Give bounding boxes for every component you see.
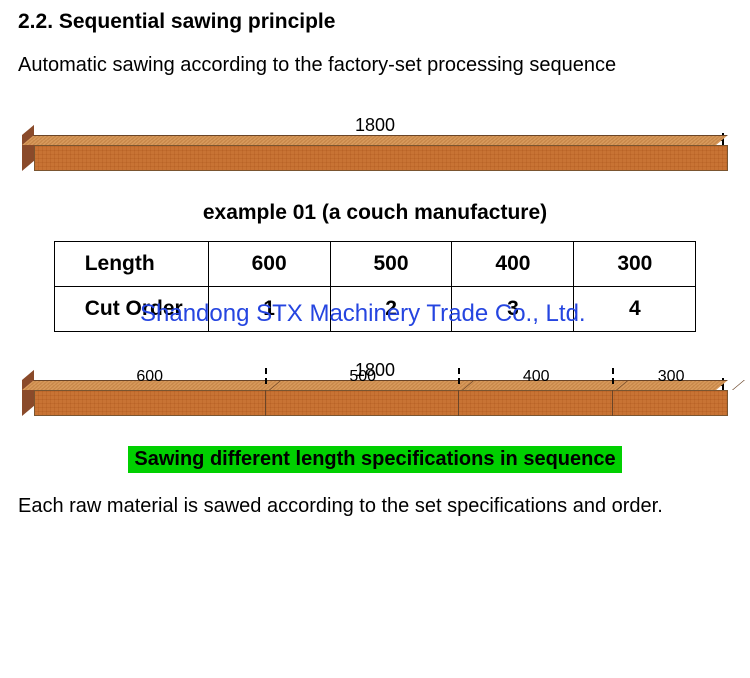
length-cell: 500 — [330, 242, 452, 287]
length-cell: 600 — [208, 242, 330, 287]
length-cell: 300 — [574, 242, 696, 287]
highlight-bar: Sawing different length specifications i… — [128, 446, 621, 473]
board-full — [22, 145, 728, 171]
dimension-full-label: 1800 — [355, 115, 395, 136]
section-title: 2.2. Sequential sawing principle — [18, 10, 732, 34]
intro-text: Automatic sawing according to the factor… — [18, 54, 732, 77]
board-segmented: 600500400300 — [22, 390, 728, 416]
example-caption: example 01 (a couch manufacture) — [18, 201, 732, 225]
order-cell: 4 — [574, 287, 696, 332]
length-header: Length — [54, 242, 208, 287]
segment-label: 600 — [34, 368, 265, 386]
outro-text: Each raw material is sawed according to … — [18, 495, 732, 518]
segment-label: 500 — [267, 368, 458, 386]
length-cell: 400 — [452, 242, 574, 287]
segment-label: 300 — [614, 368, 728, 386]
table-row: Length 600 500 400 300 — [54, 242, 696, 287]
segment-label: 400 — [460, 368, 612, 386]
watermark-text: Shandong STX Machinery Trade Co., Ltd. — [140, 300, 586, 328]
